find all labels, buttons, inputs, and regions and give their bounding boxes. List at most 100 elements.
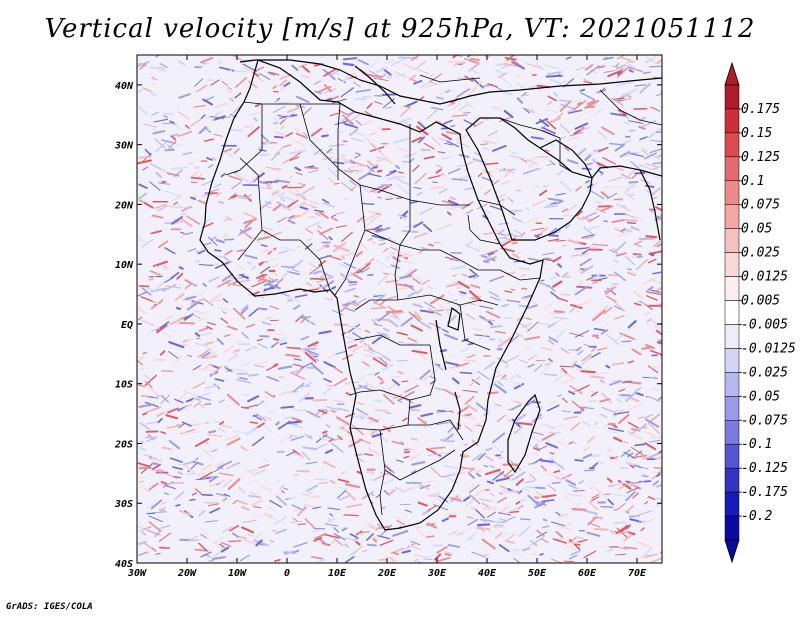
- velocity-streak: [308, 199, 319, 205]
- velocity-streak: [526, 399, 536, 406]
- velocity-streak: [253, 506, 262, 509]
- velocity-streak: [396, 178, 410, 186]
- velocity-streak: [304, 351, 317, 363]
- velocity-streak: [547, 484, 556, 492]
- velocity-streak: [314, 212, 322, 217]
- velocity-streak: [175, 504, 181, 507]
- velocity-streak: [623, 451, 636, 459]
- velocity-streak: [565, 224, 571, 229]
- velocity-streak: [614, 315, 625, 320]
- velocity-streak: [182, 338, 194, 344]
- velocity-streak: [204, 341, 215, 346]
- velocity-streak: [292, 363, 303, 367]
- velocity-streak: [549, 159, 556, 166]
- velocity-streak: [619, 524, 632, 533]
- velocity-streak: [538, 281, 551, 288]
- velocity-streak: [249, 421, 259, 424]
- velocity-streak: [638, 510, 653, 516]
- velocity-streak: [397, 147, 408, 153]
- velocity-streak: [411, 78, 418, 83]
- velocity-streak: [347, 323, 361, 333]
- velocity-streak: [280, 197, 286, 202]
- velocity-streak: [317, 151, 334, 155]
- velocity-streak: [214, 466, 224, 473]
- velocity-streak: [624, 256, 635, 266]
- velocity-streak: [452, 377, 460, 385]
- velocity-streak: [638, 520, 646, 522]
- velocity-streak: [533, 447, 541, 451]
- velocity-streak: [269, 305, 279, 310]
- velocity-streak: [178, 403, 192, 413]
- velocity-streak: [553, 469, 561, 474]
- velocity-streak: [569, 385, 583, 395]
- velocity-streak: [217, 306, 231, 311]
- velocity-streak: [402, 417, 408, 422]
- velocity-streak: [396, 459, 404, 463]
- velocity-streak: [213, 133, 223, 137]
- velocity-streak: [528, 462, 537, 465]
- velocity-streak: [613, 198, 624, 201]
- velocity-streak: [376, 260, 390, 269]
- velocity-streak: [498, 544, 510, 553]
- velocity-streak: [214, 552, 220, 556]
- velocity-streak: [395, 71, 407, 79]
- velocity-streak: [355, 88, 372, 93]
- velocity-streak: [656, 154, 662, 158]
- velocity-streak: [544, 64, 560, 70]
- colorbar-label: -0.125: [741, 461, 788, 476]
- velocity-streak: [587, 181, 598, 193]
- velocity-streak: [341, 527, 348, 532]
- velocity-streak: [531, 227, 544, 231]
- velocity-streak: [649, 349, 662, 356]
- velocity-streak: [656, 497, 662, 501]
- velocity-streak: [605, 364, 611, 369]
- velocity-streak: [207, 321, 216, 326]
- velocity-streak: [144, 148, 152, 156]
- velocity-streak: [263, 204, 272, 209]
- velocity-streak: [349, 349, 358, 354]
- velocity-streak: [352, 131, 365, 136]
- velocity-streak: [281, 271, 290, 279]
- velocity-streak: [203, 403, 212, 406]
- velocity-streak: [323, 84, 332, 93]
- velocity-streak: [479, 518, 494, 523]
- velocity-streak: [374, 372, 380, 376]
- velocity-streak: [659, 551, 662, 554]
- velocity-streak: [474, 508, 485, 519]
- velocity-streak: [307, 351, 320, 362]
- velocity-streak: [386, 175, 401, 181]
- velocity-streak: [332, 366, 344, 374]
- velocity-streak: [469, 376, 481, 387]
- velocity-streak: [272, 117, 284, 127]
- velocity-streak: [571, 400, 585, 412]
- velocity-streak: [585, 212, 597, 218]
- velocity-streak: [421, 279, 430, 286]
- velocity-streak: [469, 296, 482, 299]
- velocity-streak: [459, 371, 473, 375]
- velocity-streak: [340, 302, 351, 313]
- velocity-streak: [363, 348, 375, 355]
- velocity-streak: [167, 144, 174, 150]
- velocity-streak: [198, 510, 206, 517]
- velocity-streak: [290, 435, 304, 441]
- velocity-streak: [139, 440, 145, 443]
- velocity-streak: [197, 471, 206, 477]
- chart-title: Vertical velocity [m/s] at 925hPa, VT: 2…: [44, 14, 756, 44]
- velocity-streak: [555, 239, 566, 242]
- velocity-streak: [227, 87, 233, 90]
- velocity-streak: [366, 73, 383, 79]
- velocity-streak: [405, 100, 418, 108]
- velocity-streak: [255, 75, 264, 82]
- velocity-streak: [492, 525, 504, 527]
- velocity-streak: [416, 277, 422, 282]
- velocity-field: [137, 55, 662, 563]
- velocity-streak: [583, 509, 598, 515]
- velocity-streak: [292, 408, 304, 412]
- velocity-streak: [189, 313, 201, 319]
- velocity-streak: [221, 311, 227, 314]
- velocity-streak: [644, 57, 655, 64]
- velocity-streak: [576, 384, 590, 392]
- velocity-streak: [625, 116, 629, 119]
- velocity-streak: [660, 301, 662, 306]
- velocity-streak: [641, 258, 649, 265]
